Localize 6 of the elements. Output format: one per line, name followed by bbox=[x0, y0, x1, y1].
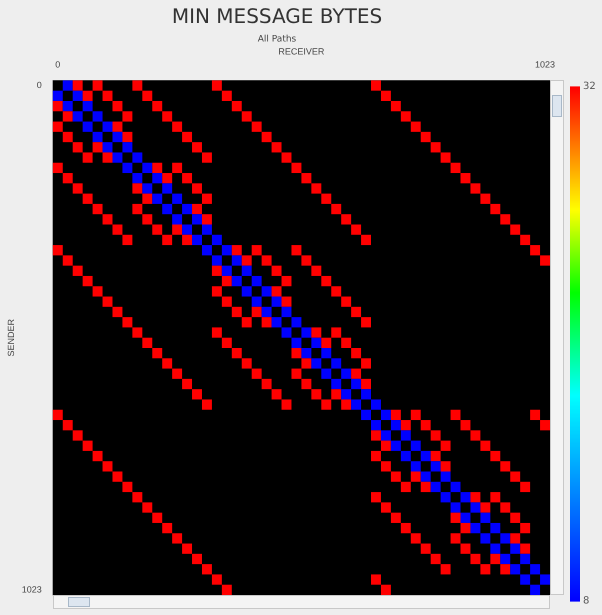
color-bar-label: 32 bbox=[583, 80, 596, 92]
chart-subtitle: All Paths bbox=[258, 34, 297, 45]
y-axis-title: SENDER bbox=[6, 318, 16, 356]
chart-title: MIN MESSAGE BYTES bbox=[172, 4, 382, 28]
color-bar-label: 8 bbox=[583, 596, 590, 607]
x-axis-title: RECEIVER bbox=[278, 46, 325, 57]
